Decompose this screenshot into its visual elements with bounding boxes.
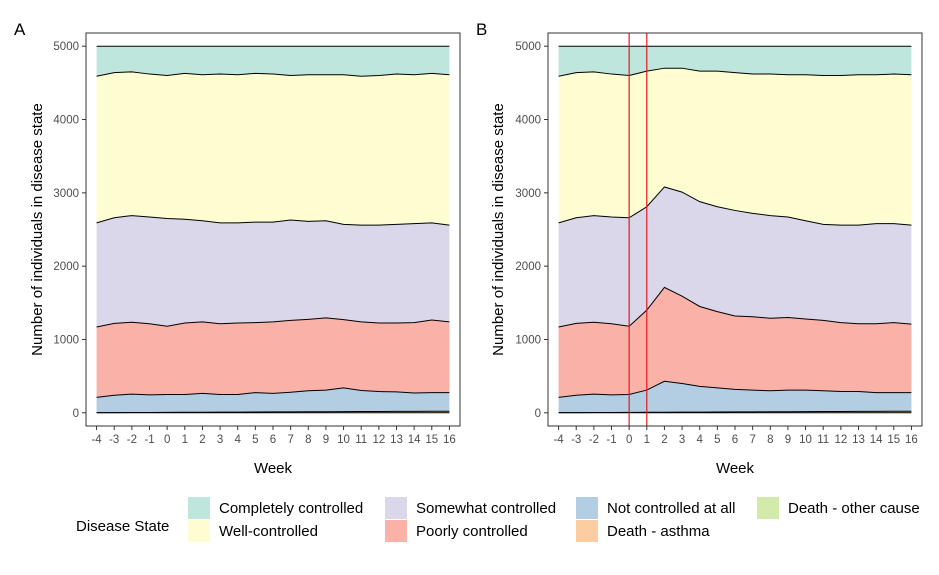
x-tick-label: -4 — [553, 434, 564, 446]
x-tick-label: 14 — [408, 434, 421, 446]
y-tick-label: 5000 — [515, 41, 541, 53]
legend-label-death-other-cause: Death - other cause — [788, 500, 920, 517]
area-poorly-controlled — [96, 317, 450, 398]
x-tick-label: 11 — [355, 434, 367, 446]
x-tick-label: 14 — [870, 434, 883, 446]
y-tick-label: 2000 — [53, 261, 79, 273]
x-tick-label: 3 — [679, 434, 685, 446]
legend-title: Disease State — [76, 518, 169, 535]
area-well-controlled — [558, 68, 912, 226]
x-tick-label: 8 — [305, 434, 311, 446]
area-somewhat-controlled — [96, 215, 450, 328]
boundary-line-poorly-controlled — [96, 317, 450, 328]
x-tick-label: 12 — [372, 434, 385, 446]
x-tick-label: -3 — [109, 434, 119, 446]
legend-key-death-other-cause — [757, 497, 779, 519]
y-tick-label: 2000 — [515, 261, 541, 273]
x-tick-label: 0 — [626, 434, 632, 446]
boundary-line-death-asthma — [558, 410, 912, 414]
x-tick-label: 5 — [714, 434, 720, 446]
panel-label: B — [476, 20, 487, 39]
legend-key-poorly-controlled — [385, 520, 407, 542]
x-tick-label: 15 — [887, 434, 900, 446]
x-tick-label: 15 — [425, 434, 438, 446]
x-tick-label: 16 — [905, 434, 918, 446]
x-tick-label: -2 — [589, 434, 599, 446]
legend-label-not-controlled-at-all: Not controlled at all — [607, 500, 735, 517]
x-tick-label: 13 — [852, 434, 865, 446]
x-tick-label: 1 — [182, 434, 188, 446]
x-tick-label: 0 — [164, 434, 170, 446]
area-completely-controlled — [558, 46, 912, 77]
x-tick-label: 7 — [749, 434, 755, 446]
x-tick-label: -1 — [144, 434, 154, 446]
x-tick-label: 9 — [785, 434, 791, 446]
y-tick-label: 0 — [535, 408, 541, 420]
panel-label: A — [14, 20, 26, 39]
x-tick-label: 8 — [767, 434, 773, 446]
x-tick-label: 9 — [323, 434, 329, 446]
x-tick-label: 4 — [697, 434, 704, 446]
x-axis-title: Week — [716, 460, 755, 477]
x-tick-label: 7 — [287, 434, 293, 446]
x-tick-label: -1 — [606, 434, 616, 446]
x-tick-label: 4 — [235, 434, 242, 446]
legend-key-well-controlled — [188, 520, 210, 542]
boundary-line-somewhat-controlled — [558, 186, 912, 226]
x-tick-label: 6 — [270, 434, 276, 446]
y-tick-label: 1000 — [53, 334, 79, 346]
boundary-line-somewhat-controlled — [96, 215, 450, 226]
boundary-line-death-asthma — [96, 410, 450, 414]
y-tick-label: 3000 — [53, 188, 79, 200]
boundary-line-well-controlled — [558, 67, 912, 77]
legend-key-somewhat-controlled — [385, 497, 407, 519]
x-tick-label: 10 — [337, 434, 350, 446]
y-tick-label: 0 — [73, 408, 79, 420]
x-tick-label: 3 — [217, 434, 223, 446]
y-tick-label: 4000 — [53, 115, 79, 127]
y-axis-title: Number of individuals in disease state — [29, 103, 46, 356]
legend-label-death-asthma: Death - asthma — [607, 523, 710, 540]
legend: Disease State Completely controlled Well-… — [76, 497, 920, 542]
y-tick-label: 1000 — [515, 334, 541, 346]
x-tick-label: -3 — [571, 434, 581, 446]
area-not-controlled-at-all — [96, 387, 450, 413]
x-tick-label: 13 — [390, 434, 403, 446]
x-tick-label: 12 — [834, 434, 847, 446]
x-tick-label: 6 — [732, 434, 738, 446]
legend-label-completely-controlled: Completely controlled — [219, 500, 363, 517]
legend-key-completely-controlled — [188, 497, 210, 519]
boundary-line-not-controlled-at-all — [96, 387, 450, 398]
x-axis-title: Week — [254, 460, 293, 477]
x-tick-label: 2 — [199, 434, 205, 446]
legend-label-poorly-controlled: Poorly controlled — [416, 523, 528, 540]
legend-label-somewhat-controlled: Somewhat controlled — [416, 500, 556, 517]
boundary-line-not-controlled-at-all — [558, 380, 912, 398]
x-tick-label: 1 — [644, 434, 650, 446]
boundary-line-poorly-controlled — [558, 286, 912, 328]
x-tick-label: -2 — [127, 434, 137, 446]
boundary-line-well-controlled — [96, 71, 450, 77]
y-tick-label: 4000 — [515, 115, 541, 127]
legend-key-death-asthma — [576, 520, 598, 542]
y-axis-title: Number of individuals in disease state — [490, 103, 507, 356]
x-tick-label: 5 — [252, 434, 258, 446]
y-tick-label: 5000 — [53, 41, 79, 53]
x-tick-label: -4 — [91, 434, 102, 446]
x-tick-label: 16 — [443, 434, 456, 446]
x-tick-label: 10 — [799, 434, 812, 446]
x-tick-label: 11 — [817, 434, 829, 446]
legend-label-well-controlled: Well-controlled — [219, 523, 318, 540]
area-well-controlled — [96, 71, 450, 226]
y-tick-label: 3000 — [515, 188, 541, 200]
x-tick-label: 2 — [661, 434, 667, 446]
area-completely-controlled — [96, 46, 450, 77]
legend-key-not-controlled-at-all — [576, 497, 598, 519]
